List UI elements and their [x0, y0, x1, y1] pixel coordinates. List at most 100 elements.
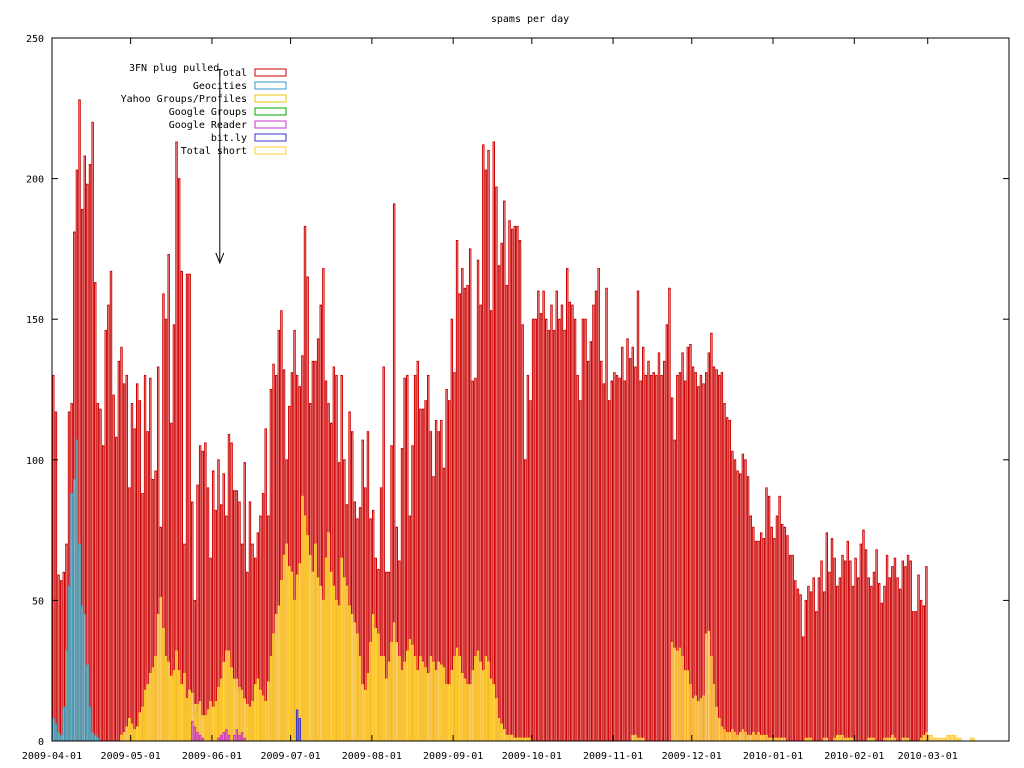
bar-bit-ly — [295, 709, 299, 742]
x-tick-label: 2009-10-01 — [502, 751, 562, 762]
bar-total — [922, 605, 926, 742]
bar-total-short — [149, 673, 152, 742]
bar-total — [854, 557, 857, 742]
bar-total-short — [188, 689, 191, 742]
bar-total-short — [403, 661, 406, 742]
bar-total-short — [212, 706, 215, 742]
bar-total — [639, 380, 642, 742]
bar-total — [780, 523, 784, 742]
x-tick-label: 2009-09-01 — [423, 751, 483, 762]
bar-bit-ly — [298, 718, 301, 742]
bar-total — [668, 287, 671, 742]
bar-total-short — [337, 605, 341, 742]
bar-total-short — [251, 701, 254, 742]
bar-total — [754, 540, 758, 742]
y-tick-label: 50 — [32, 596, 44, 607]
bar-total — [822, 591, 826, 742]
bar-total-short — [631, 734, 634, 742]
bar-total-short — [487, 661, 490, 742]
bar-total — [689, 344, 692, 742]
bar-total-short — [371, 613, 375, 742]
bar-total-short — [453, 656, 456, 742]
bar-total — [796, 588, 800, 742]
legend-swatch-yahoo-groups-profiles — [254, 94, 287, 103]
bar-total-short — [133, 729, 136, 742]
bar-total-short — [400, 670, 404, 742]
bar-total-short — [128, 718, 131, 742]
bar-total-short — [382, 656, 385, 742]
bar-total — [104, 329, 107, 742]
bar-total — [791, 554, 794, 742]
bar-total — [846, 540, 849, 742]
bar-total-short — [723, 729, 726, 742]
bar-total — [762, 538, 766, 742]
bar-total-short — [691, 698, 695, 742]
bar-total-short — [432, 661, 435, 742]
bar-total — [88, 164, 92, 742]
bar-total — [99, 408, 102, 742]
bar-total-short — [930, 734, 933, 742]
bar-total — [649, 374, 653, 742]
bar-total-short — [361, 684, 364, 742]
bar-total-short — [429, 656, 433, 742]
bar-total-short — [503, 729, 506, 742]
bar-total — [204, 442, 207, 742]
bar-total — [718, 374, 721, 742]
bar-total — [880, 602, 884, 742]
bar-total — [489, 310, 493, 742]
bar-total — [495, 186, 498, 742]
bar-total-short — [364, 689, 367, 742]
bar-total-short — [440, 664, 443, 742]
bar-total — [786, 535, 789, 742]
bar-total-short — [927, 734, 931, 742]
bar-total — [778, 495, 781, 742]
bar-total-short — [387, 661, 391, 742]
bar-total-short — [214, 701, 218, 742]
bar-total-short — [164, 656, 168, 742]
bar-total-short — [253, 684, 257, 742]
bar-total — [492, 141, 495, 742]
bar-total-short — [678, 647, 682, 742]
bar-google-reader — [238, 734, 241, 742]
bar-total — [521, 324, 524, 742]
bar-total — [584, 318, 587, 742]
bar-total — [107, 304, 110, 742]
bar-total-short — [233, 678, 236, 742]
bar-total-short — [838, 734, 842, 742]
legend-swatch-total — [254, 68, 287, 77]
bar-total-short — [448, 684, 451, 742]
bar-total — [765, 487, 768, 742]
x-tick-label: 2009-06-01 — [182, 751, 242, 762]
bar-total — [96, 403, 100, 742]
bar-total-short — [676, 650, 679, 742]
bar-total-short — [288, 566, 291, 742]
bar-total-short — [374, 628, 378, 742]
bar-total-short — [201, 715, 204, 742]
bar-total — [487, 149, 490, 742]
bar-total — [631, 346, 634, 742]
bar-total-short — [340, 557, 343, 742]
annotation-layer: 3FN plug pulled — [129, 63, 225, 265]
bar-total — [909, 560, 912, 742]
bar-total-short — [710, 656, 713, 742]
bar-geocities — [88, 706, 92, 742]
bar-total — [566, 268, 569, 742]
bar-total — [141, 493, 144, 742]
bar-total-short — [175, 650, 178, 742]
bar-total — [571, 304, 574, 742]
bar-total-short — [183, 673, 186, 742]
bar-google-reader — [222, 732, 225, 742]
bar-total-short — [746, 734, 750, 742]
bar-total — [804, 599, 808, 742]
bar-total-short — [138, 712, 142, 742]
bar-total-short — [406, 650, 409, 742]
bar-total — [912, 611, 915, 742]
bar-total-short — [390, 642, 393, 742]
bar-total-short — [450, 670, 454, 742]
bar-total-short — [948, 734, 952, 742]
bar-total — [655, 374, 658, 742]
bar-total-short — [125, 726, 128, 742]
bar-total-short — [946, 734, 949, 742]
bar-total-short — [398, 656, 401, 742]
